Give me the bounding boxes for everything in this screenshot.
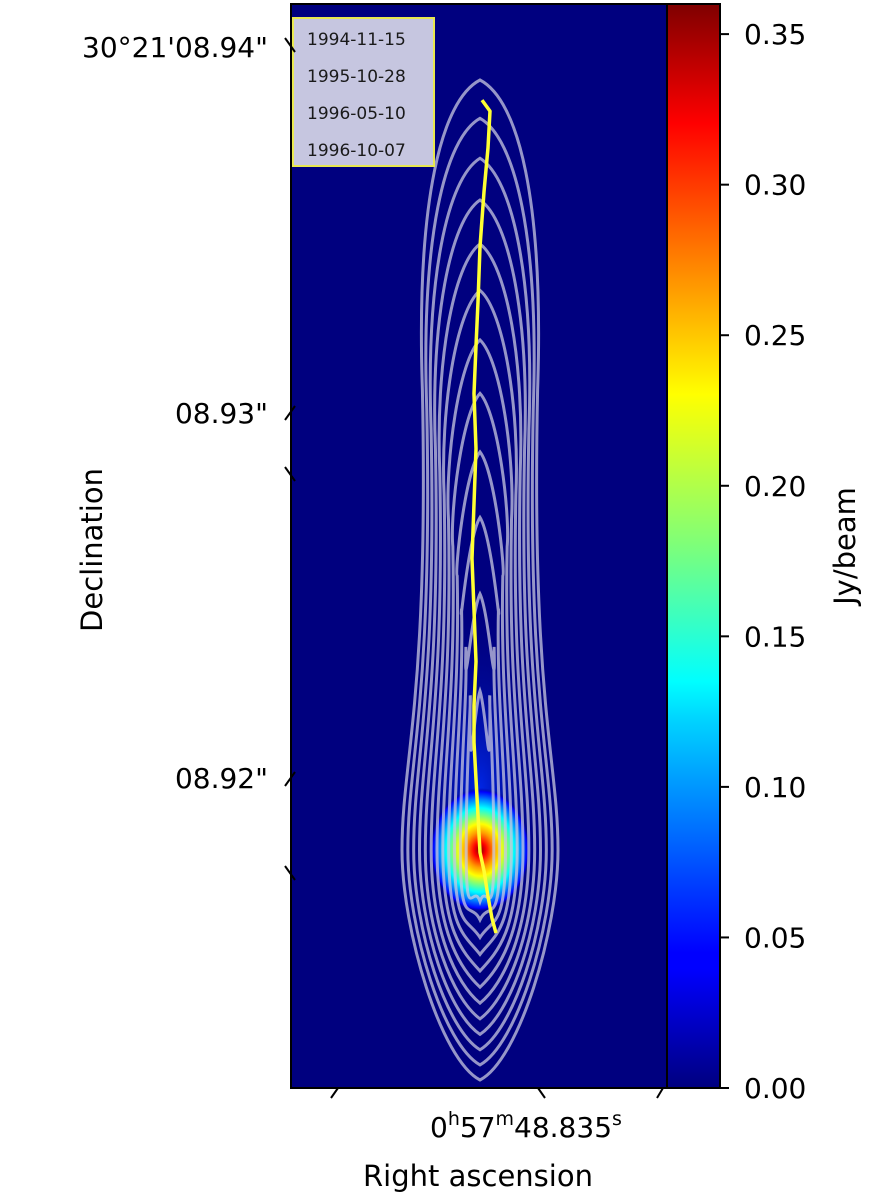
x-tick-mark — [330, 1087, 339, 1099]
emission-image — [400, 78, 560, 1082]
y-tick-label-3: 08.92" — [175, 762, 268, 795]
contour-level — [417, 198, 543, 1037]
legend-box — [292, 17, 435, 167]
legend-entry-2: 1995-10-28 — [307, 67, 406, 87]
legend-entry-1: 1994-11-15 — [307, 30, 406, 50]
contour-level — [447, 449, 513, 957]
x-tick-mark — [537, 1087, 546, 1099]
contour-level — [464, 686, 496, 906]
contour-level — [412, 156, 548, 1052]
legend-entry-3: 1996-05-10 — [307, 104, 406, 124]
y-tick-label-1: 30°21'08.94" — [82, 31, 268, 64]
y-tick-mark — [284, 466, 296, 482]
legend: 1994-11-15 1995-10-28 1996-05-10 1996-10… — [292, 17, 435, 167]
y-tick-mark — [284, 865, 296, 881]
y-tick-mark — [284, 37, 296, 53]
x-axis-label: Right ascension — [363, 1159, 593, 1193]
contour-level — [452, 514, 508, 941]
x-tick-label: 0h57m48.835s — [430, 1108, 622, 1144]
colorbar-tick-label: 0.10 — [744, 771, 806, 804]
contour-level — [458, 590, 502, 924]
colorbar-label: Jy/beam — [828, 487, 862, 607]
contour-lines — [400, 78, 560, 1082]
y-tick-mark — [284, 771, 296, 787]
colorbar-tick-label: 0.15 — [744, 620, 806, 653]
colorbar-frame — [666, 3, 721, 1089]
colorbar-tick-label: 0.25 — [744, 319, 806, 352]
component-track — [470, 99, 498, 934]
contour-level — [423, 242, 537, 1021]
y-axis-label: Declination — [75, 468, 109, 632]
contour-level — [400, 78, 560, 1082]
x-axis: 0h57m48.835s Right ascension — [330, 1087, 664, 1193]
y-tick-label-2: 08.93" — [175, 397, 268, 430]
colorbar-tick-label: 0.35 — [744, 18, 806, 51]
legend-entry-4: 1996-10-07 — [307, 141, 406, 161]
contour-level — [441, 391, 519, 974]
contour-level — [435, 337, 525, 990]
plot-area: 1994-11-15 1995-10-28 1996-05-10 1996-10… — [290, 3, 668, 1089]
colorbar-gradient — [667, 4, 720, 1088]
colorbar: 0.00 0.05 0.10 0.15 0.20 0.25 0.30 0.35 Jy/beam — [666, 3, 862, 1105]
y-axis: 30°21'08.94" 08.93" 08.92" Declination — [75, 31, 296, 881]
colorbar-ticks: 0.00 0.05 0.10 0.15 0.20 0.25 0.30 0.35 — [720, 18, 806, 1105]
contour-level — [406, 116, 554, 1067]
y-tick-mark — [284, 405, 296, 421]
colorbar-tick-label: 0.05 — [744, 921, 806, 954]
contour-level — [429, 288, 531, 1006]
x-tick-mark — [656, 1087, 664, 1099]
colorbar-tick-label: 0.20 — [744, 470, 806, 503]
colorbar-tick-label: 0.00 — [744, 1072, 806, 1105]
colorbar-tick-label: 0.30 — [744, 169, 806, 202]
